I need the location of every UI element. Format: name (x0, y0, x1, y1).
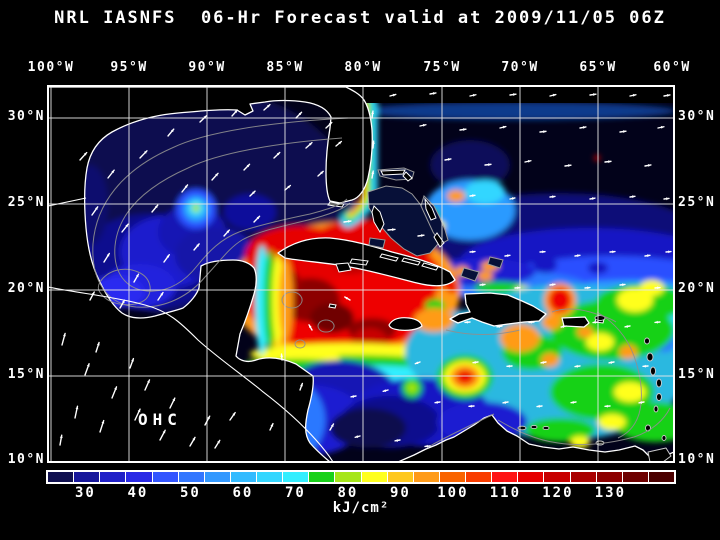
colorbar-tick-label: 30 (74, 485, 96, 501)
colorbar-cell (283, 472, 309, 482)
colorbar (46, 470, 676, 484)
colorbar-cell (413, 472, 439, 482)
colorbar-tick-label: 80 (337, 485, 359, 501)
page-title: NRL IASNFS 06-Hr Forecast valid at 2009/… (54, 8, 666, 28)
colorbar-cell (100, 472, 126, 482)
colorbar-cell (48, 472, 74, 482)
graticule-layer (48, 86, 674, 462)
colorbar-tick-label: 90 (389, 485, 411, 501)
colorbar-cell (466, 472, 492, 482)
lon-label: 70°W (501, 60, 539, 75)
colorbar-cell (126, 472, 152, 482)
colorbar-unit-label: kJ/cm² (332, 500, 390, 516)
pacific-coastline (49, 286, 334, 461)
colorbar-cell (335, 472, 361, 482)
lon-label: 85°W (266, 60, 304, 75)
colorbar-cell (361, 472, 387, 482)
colorbar-tick-label: 60 (232, 485, 254, 501)
colorbar-cell (257, 472, 283, 482)
colorbar-cell (178, 472, 204, 482)
lat-label: 30°N (7, 109, 45, 124)
lon-label: 65°W (579, 60, 617, 75)
colorbar-cell (518, 472, 544, 482)
puerto-rico (561, 316, 590, 328)
colorbar-tick-label: 110 (489, 485, 522, 501)
colorbar-tick-label: 70 (284, 485, 306, 501)
colorbar-cell (152, 472, 178, 482)
colorbar-tick-label: 120 (542, 485, 574, 501)
lon-label: 60°W (653, 60, 691, 75)
current-vectors-layer (59, 91, 672, 449)
colorbar-cell (230, 472, 256, 482)
colorbar-cell (492, 472, 518, 482)
colorbar-cell (648, 472, 674, 482)
isla-juventud (335, 262, 352, 273)
lon-label: 100°W (27, 60, 75, 75)
colorbar-cell (309, 472, 335, 482)
lat-label: 15°N (678, 367, 716, 382)
colorbar-cell (622, 472, 648, 482)
lat-label: 30°N (678, 109, 716, 124)
jamaica (388, 317, 423, 331)
ohc-field-label: OHC (138, 410, 182, 429)
map-frame (47, 85, 675, 463)
colorbar-cell (204, 472, 230, 482)
colorbar-cell (439, 472, 465, 482)
lat-label: 25°N (678, 195, 716, 210)
colorbar-tick-label: 130 (594, 485, 627, 501)
bathymetry-contours (92, 117, 671, 447)
lon-label: 90°W (188, 60, 226, 75)
field-layer (55, 90, 673, 461)
coastline-layer (49, 197, 334, 461)
trinidad (647, 447, 672, 461)
lon-label: 80°W (344, 60, 382, 75)
lat-label: 20°N (7, 281, 45, 296)
lat-label: 10°N (7, 452, 45, 467)
lon-label: 75°W (423, 60, 461, 75)
colorbar-tick-label: 100 (437, 485, 469, 501)
colorbar-tick-label: 50 (179, 485, 201, 501)
colorbar-tick-label: 40 (127, 485, 149, 501)
lat-label: 15°N (7, 367, 45, 382)
colorbar-cell (74, 472, 100, 482)
lat-label: 25°N (7, 195, 45, 210)
lon-label: 95°W (110, 60, 148, 75)
colorbar-cell (387, 472, 413, 482)
colorbar-cell (544, 472, 570, 482)
border-line (49, 197, 87, 207)
colorbar-cell (596, 472, 622, 482)
lat-label: 10°N (678, 452, 716, 467)
lat-label: 20°N (678, 281, 716, 296)
colorbar-cell (570, 472, 596, 482)
